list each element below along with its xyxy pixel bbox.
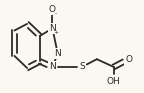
Text: O: O [49, 5, 56, 14]
Text: +: + [54, 30, 59, 35]
Text: S: S [79, 62, 85, 71]
Text: N: N [54, 49, 61, 58]
Text: -: - [55, 11, 57, 16]
Text: N: N [49, 24, 56, 33]
Text: O: O [125, 55, 132, 64]
Text: N: N [49, 62, 56, 71]
Text: OH: OH [107, 77, 121, 86]
